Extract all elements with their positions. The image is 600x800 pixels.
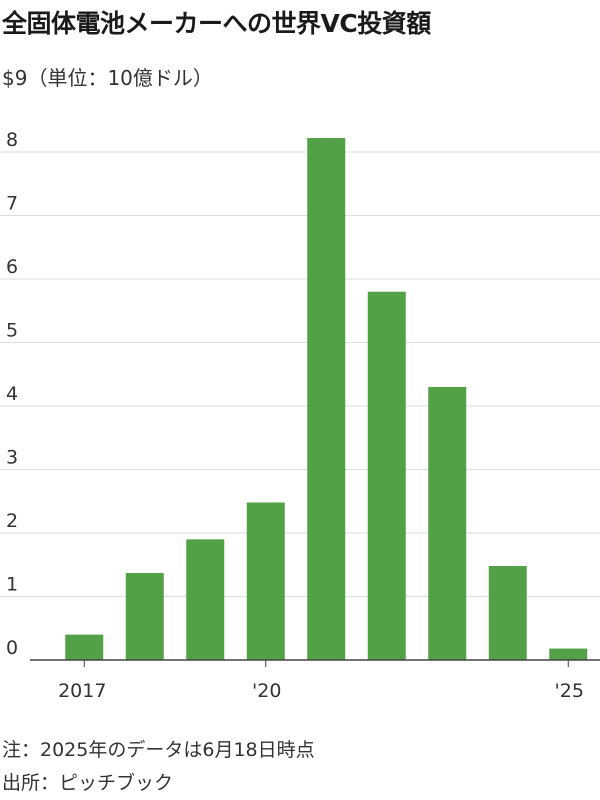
- bar-chart: 0 1 2 3 4 5 6 7 8 2017 '20 '25: [0, 129, 600, 702]
- bar-2022: [367, 291, 406, 660]
- bar-2019: [186, 539, 225, 660]
- y-tick-label: 5: [6, 320, 18, 342]
- y-tick-label: 4: [6, 383, 18, 405]
- y-tick-label: 3: [6, 447, 18, 469]
- y-tick-label: 2: [6, 510, 18, 532]
- y-unit-label: $9（単位：10億ドル）: [2, 66, 213, 90]
- gridlines: [0, 151, 600, 597]
- y-tick-label: 8: [6, 129, 18, 151]
- bar-2025: [549, 648, 588, 660]
- bar-2023: [428, 386, 467, 660]
- bar-2021: [307, 138, 346, 660]
- x-tick-label: '25: [555, 680, 584, 702]
- bar-2018: [125, 573, 164, 660]
- x-tick-label: 2017: [58, 680, 106, 702]
- bars: [65, 138, 588, 660]
- footnote-note: 注：2025年のデータは6月18日時点: [2, 739, 315, 761]
- bar-2020: [246, 502, 285, 660]
- x-tick-label: '20: [252, 680, 281, 702]
- y-tick-label: 1: [6, 574, 18, 596]
- bar-2024: [488, 566, 527, 660]
- y-tick-labels: 0 1 2 3 4 5 6 7 8: [6, 129, 18, 659]
- y-tick-label: 7: [6, 193, 18, 215]
- bar-2017: [65, 634, 104, 660]
- footnote-source: 出所：ピッチブック: [2, 772, 174, 794]
- y-tick-label: 0: [6, 637, 18, 659]
- chart-title: 全固体電池メーカーへの世界VC投資額: [2, 9, 431, 38]
- y-tick-label: 6: [6, 256, 18, 278]
- x-tick-labels: 2017 '20 '25: [58, 660, 584, 702]
